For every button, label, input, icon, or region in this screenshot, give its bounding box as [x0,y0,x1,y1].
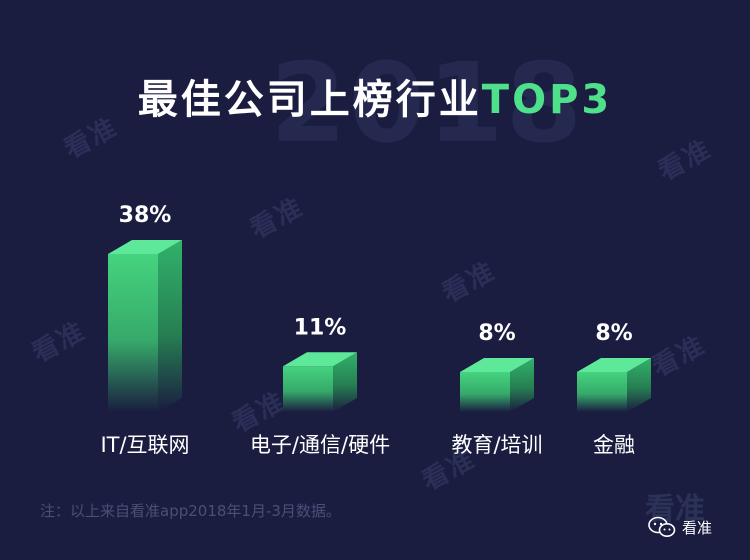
wechat-icon [648,516,676,537]
category-label: 金融 [593,433,635,457]
bar-side [627,358,651,412]
bar-top [577,358,651,372]
bar-front [108,254,158,412]
bar-4 [577,358,651,412]
footnote: 注：以上来自看准app2018年1月-3月数据。 [40,502,341,520]
bar-top [460,358,534,372]
bar-2 [283,352,357,412]
brand-logo: 看准 [645,492,705,527]
category-label: 教育/培训 [451,433,542,457]
value-label: 8% [478,321,515,346]
bar-side [158,240,182,412]
bar-1 [108,240,182,412]
bar-side [333,352,357,412]
value-label: 8% [595,321,632,346]
bar-top [108,240,182,254]
bar-front [283,366,333,412]
category-label: IT/互联网 [100,433,189,457]
value-label: 11% [294,315,347,340]
value-label: 38% [119,203,172,228]
background-year: 2018 [270,39,585,167]
chart-title-accent: TOP3 [481,77,613,123]
chart-title-main: 最佳公司上榜行业 [137,77,482,123]
bar-3 [460,358,534,412]
chart-title: 最佳公司上榜行业TOP3 [0,76,750,124]
bar-top [283,352,357,367]
wechat-account: 看准 [648,516,712,538]
bar-front [577,372,627,412]
category-label: 电子/通信/硬件 [250,433,390,457]
bar-side [510,358,534,412]
bar-front [460,372,510,412]
wechat-account-name: 看准 [682,518,713,537]
